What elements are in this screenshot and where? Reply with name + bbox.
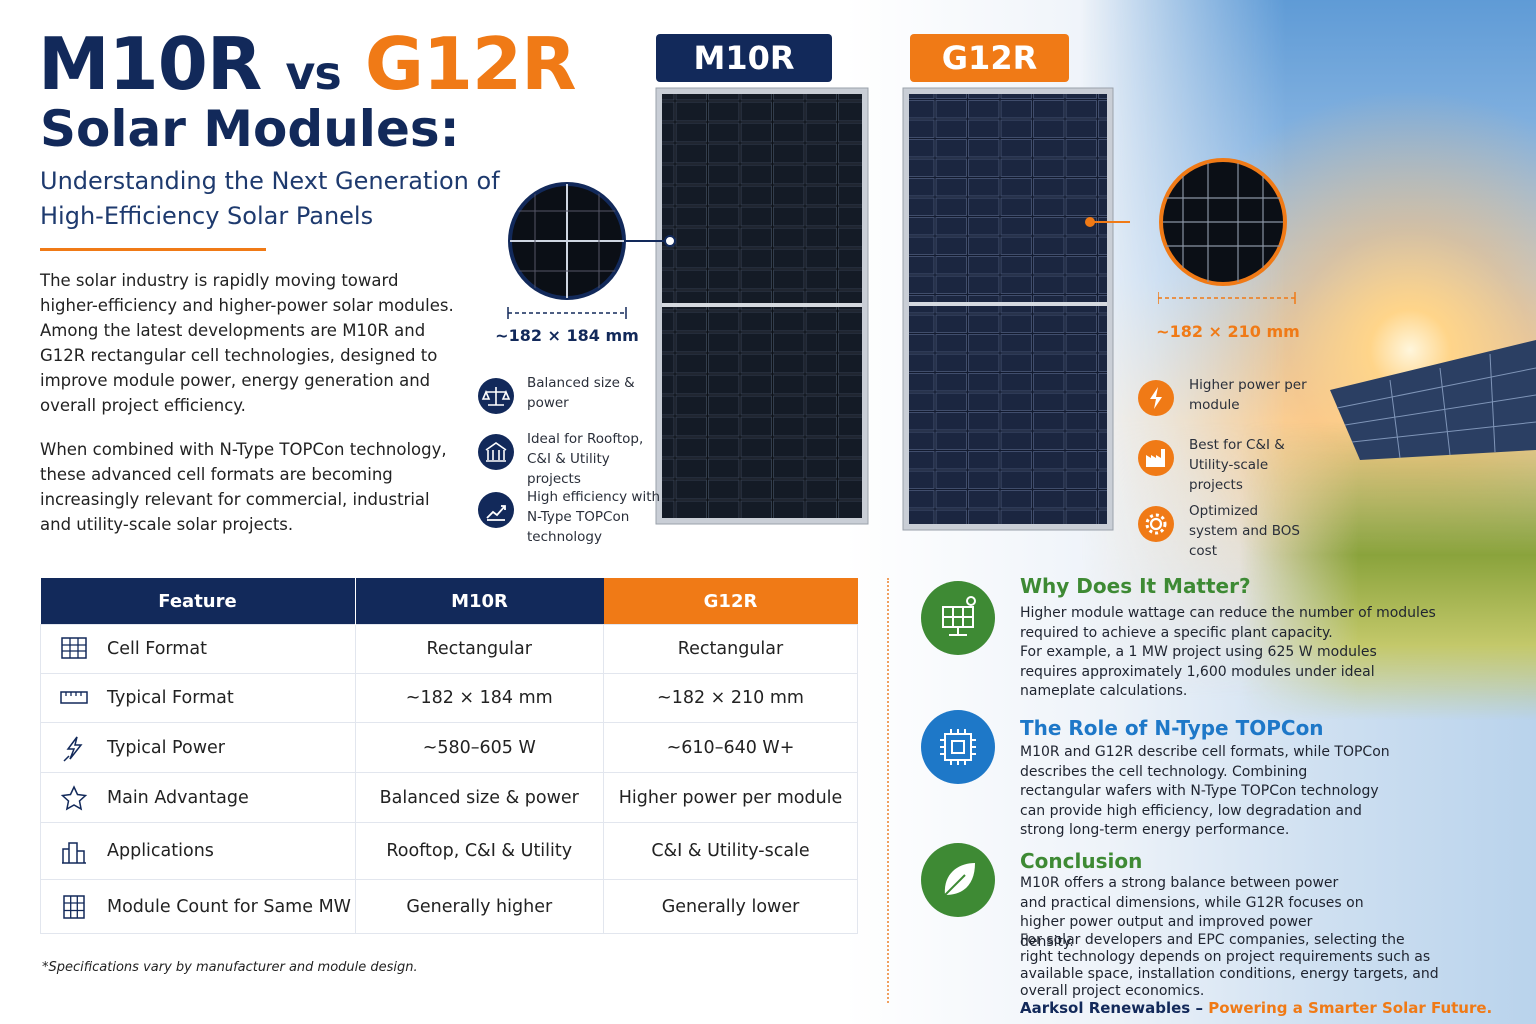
cell-text: C&I & Utility-scale <box>651 841 810 861</box>
divider <box>887 578 889 1003</box>
row-icon <box>61 637 87 659</box>
feature-text: High efficiency with N-Type TOPCon techn… <box>527 489 661 545</box>
table-cell: Module Count for Same MW <box>40 879 356 934</box>
row-icon <box>60 784 88 810</box>
table-row: Applications Rooftop, C&I & Utility C&I & … <box>40 822 858 880</box>
row-icon <box>60 691 88 704</box>
section-title: The Role of N-Type TOPCon <box>1020 716 1324 740</box>
cell-text: ~580–605 W <box>422 737 536 758</box>
solar-field <box>1330 340 1536 460</box>
table-cell: Main Advantage <box>40 772 356 823</box>
table-row: Typical Format ~182 × 184 mm ~182 × 210 mm <box>40 673 858 723</box>
table-cell: Rectangular <box>354 624 604 674</box>
panel-label: G12R <box>910 34 1069 82</box>
feature-text: Higher power per module <box>1189 377 1307 413</box>
section-text: Higher module wattage can reduce the num… <box>1020 605 1436 641</box>
title-model-a: M10R <box>38 22 262 106</box>
title-line-2: Solar Modules: <box>40 100 460 158</box>
table-cell: Rectangular <box>603 624 858 674</box>
table-cell: Balanced size & power <box>354 772 604 823</box>
cell-size: ~182 × 210 mm <box>1156 322 1300 341</box>
row-icon <box>63 736 83 762</box>
table-row: Typical Power ~580–605 W ~610–640 W+ <box>40 722 858 773</box>
cell-text: Rectangular <box>677 639 784 659</box>
title-model-b: G12R <box>364 22 577 106</box>
panel-graphics <box>507 87 1130 531</box>
table-header: G12R <box>603 578 858 625</box>
cell-text: Generally lower <box>661 896 800 917</box>
table-cell: Generally lower <box>603 879 858 934</box>
footer-brand: Aarksol Renewables – <box>1020 999 1203 1017</box>
title-vs: vs <box>285 46 341 100</box>
table-row: Module Count for Same MW Generally higher… <box>40 879 858 934</box>
section-text: For example, a 1 MW project using 625 W … <box>1020 644 1377 699</box>
table-cell: Generally higher <box>354 879 604 934</box>
feature-icon <box>1138 380 1174 416</box>
footer: Aarksol Renewables – Powering a Smarter … <box>1020 999 1492 1017</box>
cell-text: Typical Format <box>107 688 234 708</box>
cell-text: Typical Power <box>107 737 225 758</box>
table-cell: Applications <box>40 822 356 880</box>
table-cell: Higher power per module <box>603 772 858 823</box>
comparison-table: Feature M10R G12R Cell Format Rectangular… <box>40 578 858 934</box>
feature-icon <box>1138 440 1174 476</box>
intro-paragraph: The solar industry is rapidly moving tow… <box>40 271 454 415</box>
feature-icon <box>478 492 514 528</box>
cell-size: ~182 × 184 mm <box>495 326 639 345</box>
cell-text: Rooftop, C&I & Utility <box>386 841 573 861</box>
cell-text: Main Advantage <box>107 787 249 808</box>
cell-text: ~182 × 210 mm <box>657 688 804 708</box>
footer-tagline: Powering a Smarter Solar Future. <box>1208 999 1493 1017</box>
feature-icon <box>478 378 514 414</box>
table-cell: Rooftop, C&I & Utility <box>354 822 604 880</box>
feature-icon <box>1138 506 1174 542</box>
cell-text: ~182 × 184 mm <box>405 688 553 708</box>
divider <box>40 248 266 251</box>
feature-text: Balanced size & power <box>527 375 635 411</box>
cell-text: Balanced size & power <box>379 787 579 808</box>
footnote: *Specifications vary by manufacturer and… <box>42 960 418 975</box>
cell-text: Rectangular <box>426 639 532 659</box>
cell-text: Cell Format <box>107 639 207 659</box>
section-icon <box>921 581 995 655</box>
table-header: M10R <box>354 578 604 625</box>
section-icon <box>921 710 995 784</box>
table-cell: Typical Format <box>40 673 356 723</box>
section-title: Why Does It Matter? <box>1020 574 1251 598</box>
cell-text: Generally higher <box>406 896 553 917</box>
table-cell: Typical Power <box>40 722 356 773</box>
table-row: Cell Format Rectangular Rectangular <box>40 624 858 674</box>
feature-text: Ideal for Rooftop, C&I & Utility project… <box>527 431 644 487</box>
table-cell: ~182 × 184 mm <box>354 673 604 723</box>
section-text: M10R offers a strong balance between pow… <box>1020 875 1364 950</box>
table-cell: ~610–640 W+ <box>603 722 858 773</box>
cell-text: Module Count for Same MW <box>107 896 351 917</box>
table-cell: ~182 × 210 mm <box>603 673 858 723</box>
table-cell: C&I & Utility-scale <box>603 822 858 880</box>
table-header: Feature <box>40 578 355 625</box>
row-icon <box>62 842 86 864</box>
intro-paragraph: When combined with N-Type TOPCon technol… <box>40 440 447 534</box>
cell-text: ~610–640 W+ <box>666 737 795 758</box>
row-icon <box>63 894 85 919</box>
section-title: Conclusion <box>1020 849 1143 873</box>
feature-text: Optimized system and BOS cost <box>1189 503 1301 559</box>
cell-text: Applications <box>107 841 214 861</box>
section-text: For solar developers and EPC companies, … <box>1020 932 1439 999</box>
grass-background <box>1240 420 1536 720</box>
feature-icon <box>478 434 514 470</box>
zoom-b <box>1158 158 1296 304</box>
table-cell: ~580–605 W <box>354 722 604 773</box>
subtitle: Understanding the Next Generation of Hig… <box>40 167 500 230</box>
title-line-1: M10R vs G12R <box>38 22 577 106</box>
table-row: Main Advantage Balanced size & power Highe… <box>40 772 858 823</box>
panel-label: M10R <box>656 34 832 82</box>
table-cell: Cell Format <box>40 624 356 674</box>
feature-text: Best for C&I & Utility-scale projects <box>1189 437 1285 493</box>
section-text: M10R and G12R describe cell formats, whi… <box>1020 744 1390 838</box>
cell-text: Higher power per module <box>618 787 843 808</box>
section-icon <box>921 843 995 917</box>
